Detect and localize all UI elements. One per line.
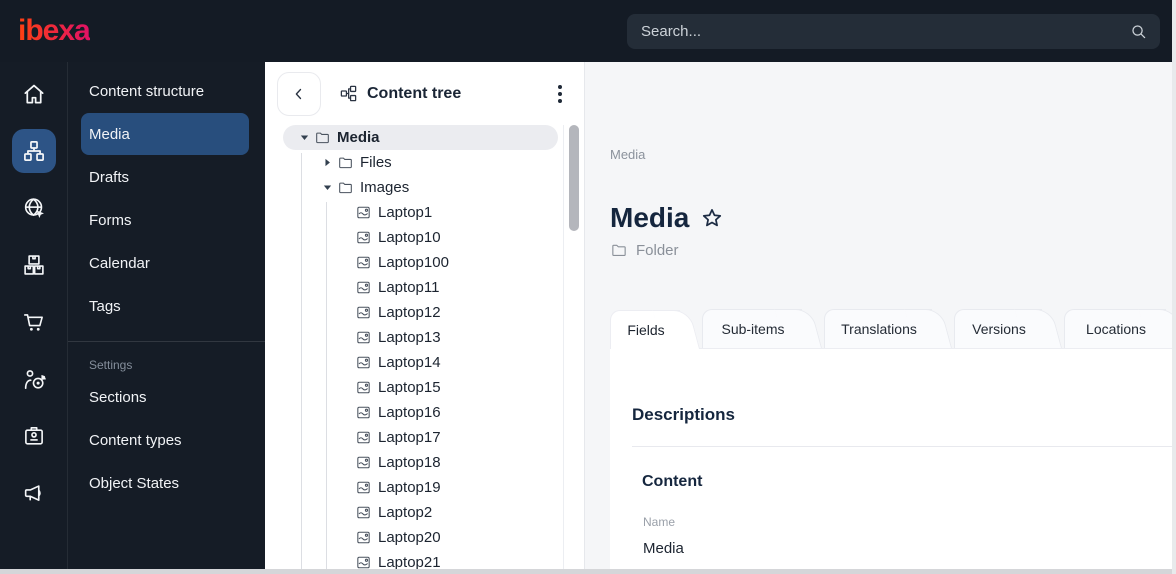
- tree-item-laptop11[interactable]: Laptop11: [265, 275, 562, 300]
- sidebar-item-content-structure[interactable]: Content structure: [89, 82, 205, 100]
- top-bar: ibexa: [0, 0, 1176, 62]
- folder-icon: [337, 154, 354, 171]
- image-icon: [355, 379, 372, 396]
- folder-icon: [314, 129, 331, 146]
- group-title: Content: [642, 473, 703, 490]
- tree-item-laptop15[interactable]: Laptop15: [265, 375, 562, 400]
- global-search[interactable]: [627, 13, 1160, 49]
- commerce-cart-icon[interactable]: [12, 300, 56, 344]
- search-input[interactable]: [641, 22, 1129, 40]
- collapse-tree-button[interactable]: [277, 71, 321, 116]
- tree-item-images[interactable]: Images: [265, 175, 562, 200]
- main-content: Media Media Folder Fields Sub-items Tran…: [585, 62, 1176, 574]
- search-icon[interactable]: [1129, 22, 1148, 41]
- image-icon: [355, 429, 372, 446]
- image-icon: [355, 204, 372, 221]
- tab-bar: Fields Sub-items Translations Versions L…: [610, 309, 1176, 349]
- content-tree-header: Content tree: [265, 62, 584, 125]
- image-icon: [355, 279, 372, 296]
- sidebar-item-sections[interactable]: Sections: [89, 388, 147, 406]
- image-icon: [355, 529, 372, 546]
- tree-item-laptop20[interactable]: Laptop20: [265, 525, 562, 550]
- tree-item-laptop13[interactable]: Laptop13: [265, 325, 562, 350]
- tree-item-laptop1[interactable]: Laptop1: [265, 200, 562, 225]
- field-label: Name: [643, 515, 676, 529]
- tree-item-laptop12[interactable]: Laptop12: [265, 300, 562, 325]
- tab-translations[interactable]: Translations: [824, 309, 948, 348]
- home-icon[interactable]: [12, 72, 56, 116]
- fields-card: Descriptions Content Name Media Short na…: [610, 348, 1176, 574]
- promotions-megaphone-icon[interactable]: [12, 471, 56, 515]
- page-title: Media: [610, 202, 690, 233]
- site-globe-icon[interactable]: [12, 186, 56, 230]
- caret-right-icon[interactable]: [319, 155, 335, 171]
- tab-locations[interactable]: Locations: [1064, 309, 1176, 348]
- sidebar-item-calendar[interactable]: Calendar: [89, 254, 150, 272]
- chevron-left-icon: [290, 85, 308, 103]
- ibexa-logo[interactable]: ibexa: [18, 14, 91, 47]
- tree-options-kebab-icon[interactable]: [554, 81, 566, 107]
- image-icon: [355, 254, 372, 271]
- tree-item-files[interactable]: Files: [265, 150, 562, 175]
- tree-item-laptop100[interactable]: Laptop100: [265, 250, 562, 275]
- image-icon: [355, 329, 372, 346]
- icon-rail: [0, 62, 67, 574]
- field-value: Media: [643, 540, 684, 557]
- image-icon: [355, 504, 372, 521]
- tree-item-laptop14[interactable]: Laptop14: [265, 350, 562, 375]
- admin-badge-icon[interactable]: [12, 414, 56, 458]
- menu-divider: [68, 341, 265, 342]
- tree-item-laptop18[interactable]: Laptop18: [265, 450, 562, 475]
- content-tree-panel: Content tree Media Files: [265, 62, 585, 574]
- tree-item-laptop2[interactable]: Laptop2: [265, 500, 562, 525]
- product-catalog-icon[interactable]: [12, 243, 56, 287]
- breadcrumb[interactable]: Media: [610, 147, 646, 162]
- section-divider: [632, 446, 1172, 447]
- sidebar-item-forms[interactable]: Forms: [89, 211, 132, 229]
- tree-item-laptop16[interactable]: Laptop16: [265, 400, 562, 425]
- indent-guide: [326, 202, 327, 574]
- tab-sub-items[interactable]: Sub-items: [702, 309, 818, 348]
- folder-icon: [337, 179, 354, 196]
- tab-versions[interactable]: Versions: [954, 309, 1058, 348]
- sidebar-item-content-types[interactable]: Content types: [89, 431, 182, 449]
- tree-item-media[interactable]: Media: [283, 125, 558, 150]
- content-tree-title: Content tree: [367, 84, 462, 102]
- caret-down-icon[interactable]: [296, 130, 312, 146]
- content-type-row: Folder: [610, 241, 679, 259]
- image-icon: [355, 354, 372, 371]
- tree-item-laptop10[interactable]: Laptop10: [265, 225, 562, 250]
- settings-caption: Settings: [89, 358, 133, 372]
- tab-fields[interactable]: Fields: [610, 310, 696, 349]
- tree-scrollbar-track: [563, 125, 564, 574]
- tree-item-laptop17[interactable]: Laptop17: [265, 425, 562, 450]
- sidebar-item-tags[interactable]: Tags: [89, 297, 121, 315]
- content-tree: Media Files Images Laptop1 Laptop10 Lapt…: [265, 125, 562, 574]
- image-icon: [355, 454, 372, 471]
- tree-item-laptop19[interactable]: Laptop19: [265, 475, 562, 500]
- section-title: Descriptions: [632, 405, 735, 424]
- folder-icon: [610, 241, 628, 259]
- image-icon: [355, 229, 372, 246]
- content-tree-icon: [339, 84, 358, 103]
- indent-guide: [301, 153, 302, 574]
- image-icon: [355, 404, 372, 421]
- tree-item-laptop21[interactable]: Laptop21: [265, 550, 562, 574]
- content-type-label: Folder: [636, 241, 679, 259]
- horizontal-scrollbar[interactable]: [0, 569, 1176, 574]
- sidebar-item-object-states[interactable]: Object States: [89, 474, 180, 492]
- image-icon: [355, 304, 372, 321]
- bookmark-star-icon[interactable]: [699, 206, 725, 232]
- field-name: Name Media: [643, 515, 1172, 557]
- vertical-scrollbar[interactable]: [1172, 0, 1176, 574]
- tree-scrollbar-thumb[interactable]: [569, 125, 579, 231]
- image-icon: [355, 479, 372, 496]
- caret-down-icon[interactable]: [319, 180, 335, 196]
- sidebar-menu: Content structure Media Drafts Forms Cal…: [67, 62, 265, 574]
- engage-target-icon[interactable]: [12, 357, 56, 401]
- sidebar-item-media[interactable]: Media: [81, 113, 249, 155]
- content-structure-icon[interactable]: [11, 129, 56, 173]
- sidebar-item-drafts[interactable]: Drafts: [89, 168, 130, 186]
